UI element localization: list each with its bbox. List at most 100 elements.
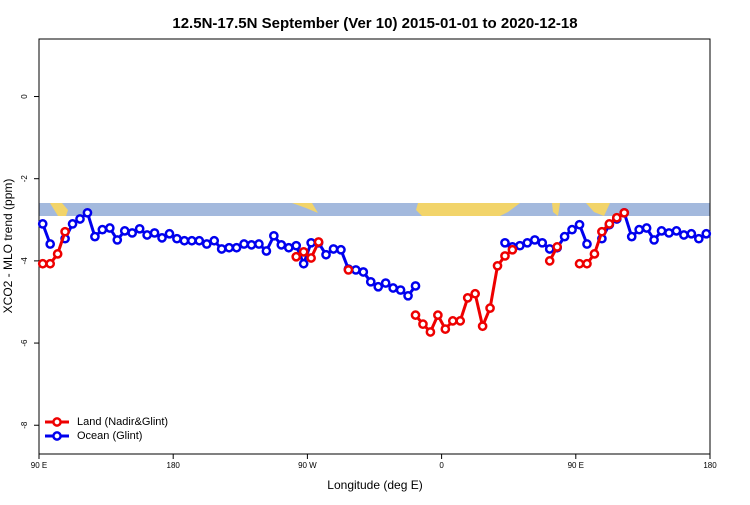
- data-point: [485, 303, 495, 313]
- data-point: [112, 235, 123, 245]
- ocean-strip: [39, 203, 710, 216]
- land-blob: [416, 203, 520, 216]
- x-tick-label: 90 E: [568, 461, 584, 470]
- x-axis-title: Longitude (deg E): [327, 478, 422, 492]
- data-point: [515, 240, 525, 251]
- data-point: [298, 246, 309, 257]
- data-point: [686, 228, 697, 239]
- data-point: [358, 267, 369, 277]
- data-point: [321, 249, 331, 260]
- data-point: [395, 285, 406, 295]
- data-point: [671, 226, 682, 236]
- data-point: [90, 231, 100, 242]
- data-point: [149, 228, 160, 238]
- data-point: [37, 258, 48, 269]
- data-point: [351, 265, 361, 275]
- data-point: [269, 230, 279, 241]
- data-point: [201, 239, 212, 249]
- map-strip: [39, 203, 710, 216]
- data-point: [649, 235, 659, 245]
- data-point: [216, 244, 227, 254]
- data-point: [306, 253, 316, 263]
- data-point: [440, 324, 451, 334]
- data-point: [477, 321, 488, 332]
- data-point: [552, 242, 563, 252]
- data-point: [433, 310, 443, 320]
- data-point: [254, 239, 264, 249]
- data-point: [626, 231, 637, 242]
- data-point: [164, 228, 175, 239]
- data-point: [529, 235, 540, 245]
- data-point: [500, 237, 510, 248]
- data-point: [373, 281, 384, 292]
- data-point: [410, 310, 421, 320]
- data-point: [447, 316, 458, 326]
- data-point: [425, 327, 436, 337]
- data-point: [589, 249, 600, 259]
- data-point: [455, 316, 466, 326]
- y-tick-label: -2: [20, 175, 29, 183]
- data-point: [365, 276, 376, 287]
- data-point: [186, 235, 197, 246]
- data-point: [127, 228, 138, 238]
- data-point: [283, 242, 294, 253]
- land-blob: [552, 203, 560, 216]
- data-point: [507, 244, 518, 255]
- x-tick-label: 90 W: [298, 461, 317, 470]
- y-tick-label: -8: [20, 421, 29, 429]
- data-point: [492, 260, 503, 271]
- data-point: [701, 228, 712, 239]
- data-point: [656, 226, 667, 236]
- data-point: [544, 256, 555, 266]
- legend-marker: [52, 417, 62, 427]
- data-point: [380, 278, 391, 288]
- data-point: [664, 228, 674, 238]
- data-point: [45, 239, 56, 249]
- data-point: [298, 258, 309, 269]
- data-point: [388, 283, 398, 293]
- data-point: [574, 219, 585, 230]
- data-point: [336, 244, 346, 255]
- data-point: [134, 223, 145, 234]
- data-point: [537, 237, 548, 248]
- data-point: [157, 233, 167, 243]
- data-point: [67, 219, 78, 229]
- x-tick-label: 180: [167, 461, 181, 470]
- y-axis-title: XCO2 - MLO trend (ppm): [1, 179, 15, 314]
- data-point: [45, 258, 56, 269]
- legend-marker: [52, 431, 62, 441]
- data-point: [104, 223, 115, 233]
- data-point: [37, 219, 48, 229]
- data-point: [403, 290, 413, 301]
- data-point: [343, 265, 354, 275]
- data-point: [209, 235, 220, 246]
- land-blob: [50, 203, 68, 216]
- x-tick-label: 180: [703, 461, 717, 470]
- data-point: [693, 233, 704, 244]
- data-point: [75, 214, 85, 224]
- data-point: [60, 226, 70, 237]
- data-point: [582, 258, 592, 269]
- data-point: [597, 226, 607, 237]
- y-tick-label: -6: [20, 339, 29, 347]
- data-point: [544, 244, 555, 254]
- data-point: [418, 319, 428, 330]
- legend-label: Ocean (Glint): [77, 430, 142, 442]
- legend-label: Land (Nadir&Glint): [77, 416, 168, 428]
- data-point: [82, 207, 93, 218]
- data-point: [522, 237, 533, 248]
- data-point: [142, 230, 152, 240]
- data-point: [611, 212, 622, 223]
- data-point: [224, 242, 234, 253]
- data-point: [679, 230, 689, 240]
- data-point: [619, 207, 630, 218]
- data-point: [52, 249, 63, 259]
- data-point: [634, 224, 645, 235]
- data-point: [470, 288, 480, 299]
- data-point: [239, 239, 249, 249]
- data-point: [291, 240, 302, 251]
- x-tick-label: 0: [439, 461, 444, 470]
- data-point: [276, 240, 287, 250]
